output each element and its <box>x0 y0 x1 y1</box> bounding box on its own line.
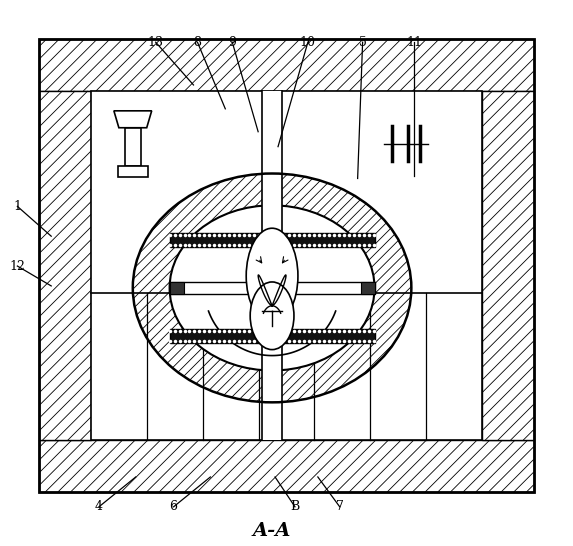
Bar <box>262 91 282 440</box>
Bar <box>482 91 533 440</box>
Text: 7: 7 <box>336 500 344 513</box>
Bar <box>125 128 141 165</box>
Text: 12: 12 <box>9 259 25 272</box>
Bar <box>40 39 533 91</box>
Text: 6: 6 <box>170 500 178 513</box>
Bar <box>40 440 533 492</box>
Ellipse shape <box>250 282 294 349</box>
Bar <box>40 91 91 440</box>
Text: 10: 10 <box>300 35 316 49</box>
Bar <box>360 282 375 294</box>
Ellipse shape <box>170 205 375 371</box>
Polygon shape <box>114 111 152 128</box>
Text: 5: 5 <box>359 35 367 49</box>
Text: 4: 4 <box>95 500 103 513</box>
Text: A-A: A-A <box>253 521 291 539</box>
Ellipse shape <box>246 228 298 324</box>
Text: 1: 1 <box>13 200 21 213</box>
Bar <box>170 282 183 294</box>
Text: 8: 8 <box>194 35 202 49</box>
Bar <box>118 165 148 177</box>
Bar <box>170 233 375 247</box>
Text: 9: 9 <box>228 35 236 49</box>
Text: B: B <box>291 500 300 513</box>
Bar <box>170 329 375 343</box>
Bar <box>91 91 482 440</box>
Bar <box>170 282 375 294</box>
Bar <box>40 39 533 492</box>
Text: 13: 13 <box>148 35 164 49</box>
Text: 11: 11 <box>406 35 422 49</box>
